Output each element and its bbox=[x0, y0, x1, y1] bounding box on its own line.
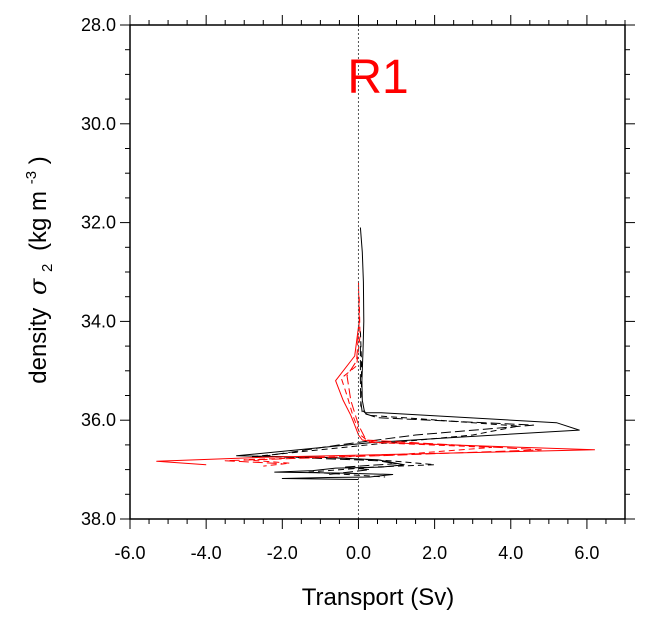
x-tick-label: 6.0 bbox=[574, 543, 599, 563]
series-line-3 bbox=[262, 346, 535, 475]
x-tick-label: 2.0 bbox=[422, 543, 447, 563]
x-tick-label: 0.0 bbox=[346, 543, 371, 563]
y-tick-label: 34.0 bbox=[81, 311, 116, 331]
series-line-6 bbox=[224, 321, 542, 465]
y-axis-title-units-close: ) bbox=[25, 156, 52, 164]
series-layer bbox=[156, 227, 595, 480]
y-tick-labels: 28.0 30.0 32.0 34.0 36.0 38.0 bbox=[81, 15, 116, 529]
y-axis-title-units: (kg m bbox=[25, 191, 52, 251]
y-axis-title: density σ 2 (kg m -3 ) bbox=[15, 156, 58, 383]
y-axis-title-word: density bbox=[25, 308, 52, 384]
x-tick-label: -6.0 bbox=[114, 543, 145, 563]
y-axis-title-units-exponent: -3 bbox=[23, 171, 40, 184]
y-tick-label: 36.0 bbox=[81, 410, 116, 430]
y-tick-label: 32.0 bbox=[81, 213, 116, 233]
series-line-4 bbox=[156, 281, 595, 466]
y-axis-title-symbol: σ bbox=[24, 278, 52, 295]
x-tick-label: 4.0 bbox=[498, 543, 523, 563]
y-tick-label: 38.0 bbox=[81, 509, 116, 529]
ticks-layer bbox=[120, 15, 635, 529]
x-tick-label: -4.0 bbox=[191, 543, 222, 563]
x-axis-title: Transport (Sv) bbox=[302, 584, 454, 611]
panel-label: R1 bbox=[347, 51, 408, 104]
x-tick-label: -2.0 bbox=[267, 543, 298, 563]
y-tick-label: 28.0 bbox=[81, 15, 116, 35]
x-tick-labels: -6.0 -4.0 -2.0 0.0 2.0 4.0 6.0 bbox=[114, 543, 599, 563]
y-axis-title-subscript: 2 bbox=[39, 264, 56, 272]
y-tick-label: 30.0 bbox=[81, 114, 116, 134]
series-line-1 bbox=[236, 227, 580, 480]
